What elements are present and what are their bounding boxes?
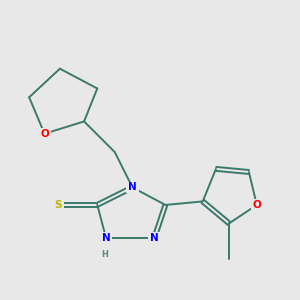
Text: N: N [150, 233, 159, 243]
FancyBboxPatch shape [250, 199, 263, 211]
Text: O: O [252, 200, 261, 210]
Text: N: N [102, 233, 110, 243]
FancyBboxPatch shape [148, 232, 160, 244]
Text: N: N [128, 182, 137, 192]
FancyBboxPatch shape [52, 199, 64, 211]
Text: H: H [102, 250, 109, 259]
Text: O: O [40, 129, 49, 139]
FancyBboxPatch shape [38, 128, 51, 140]
FancyBboxPatch shape [100, 232, 112, 244]
Text: S: S [54, 200, 62, 210]
FancyBboxPatch shape [100, 250, 110, 260]
FancyBboxPatch shape [126, 182, 139, 193]
